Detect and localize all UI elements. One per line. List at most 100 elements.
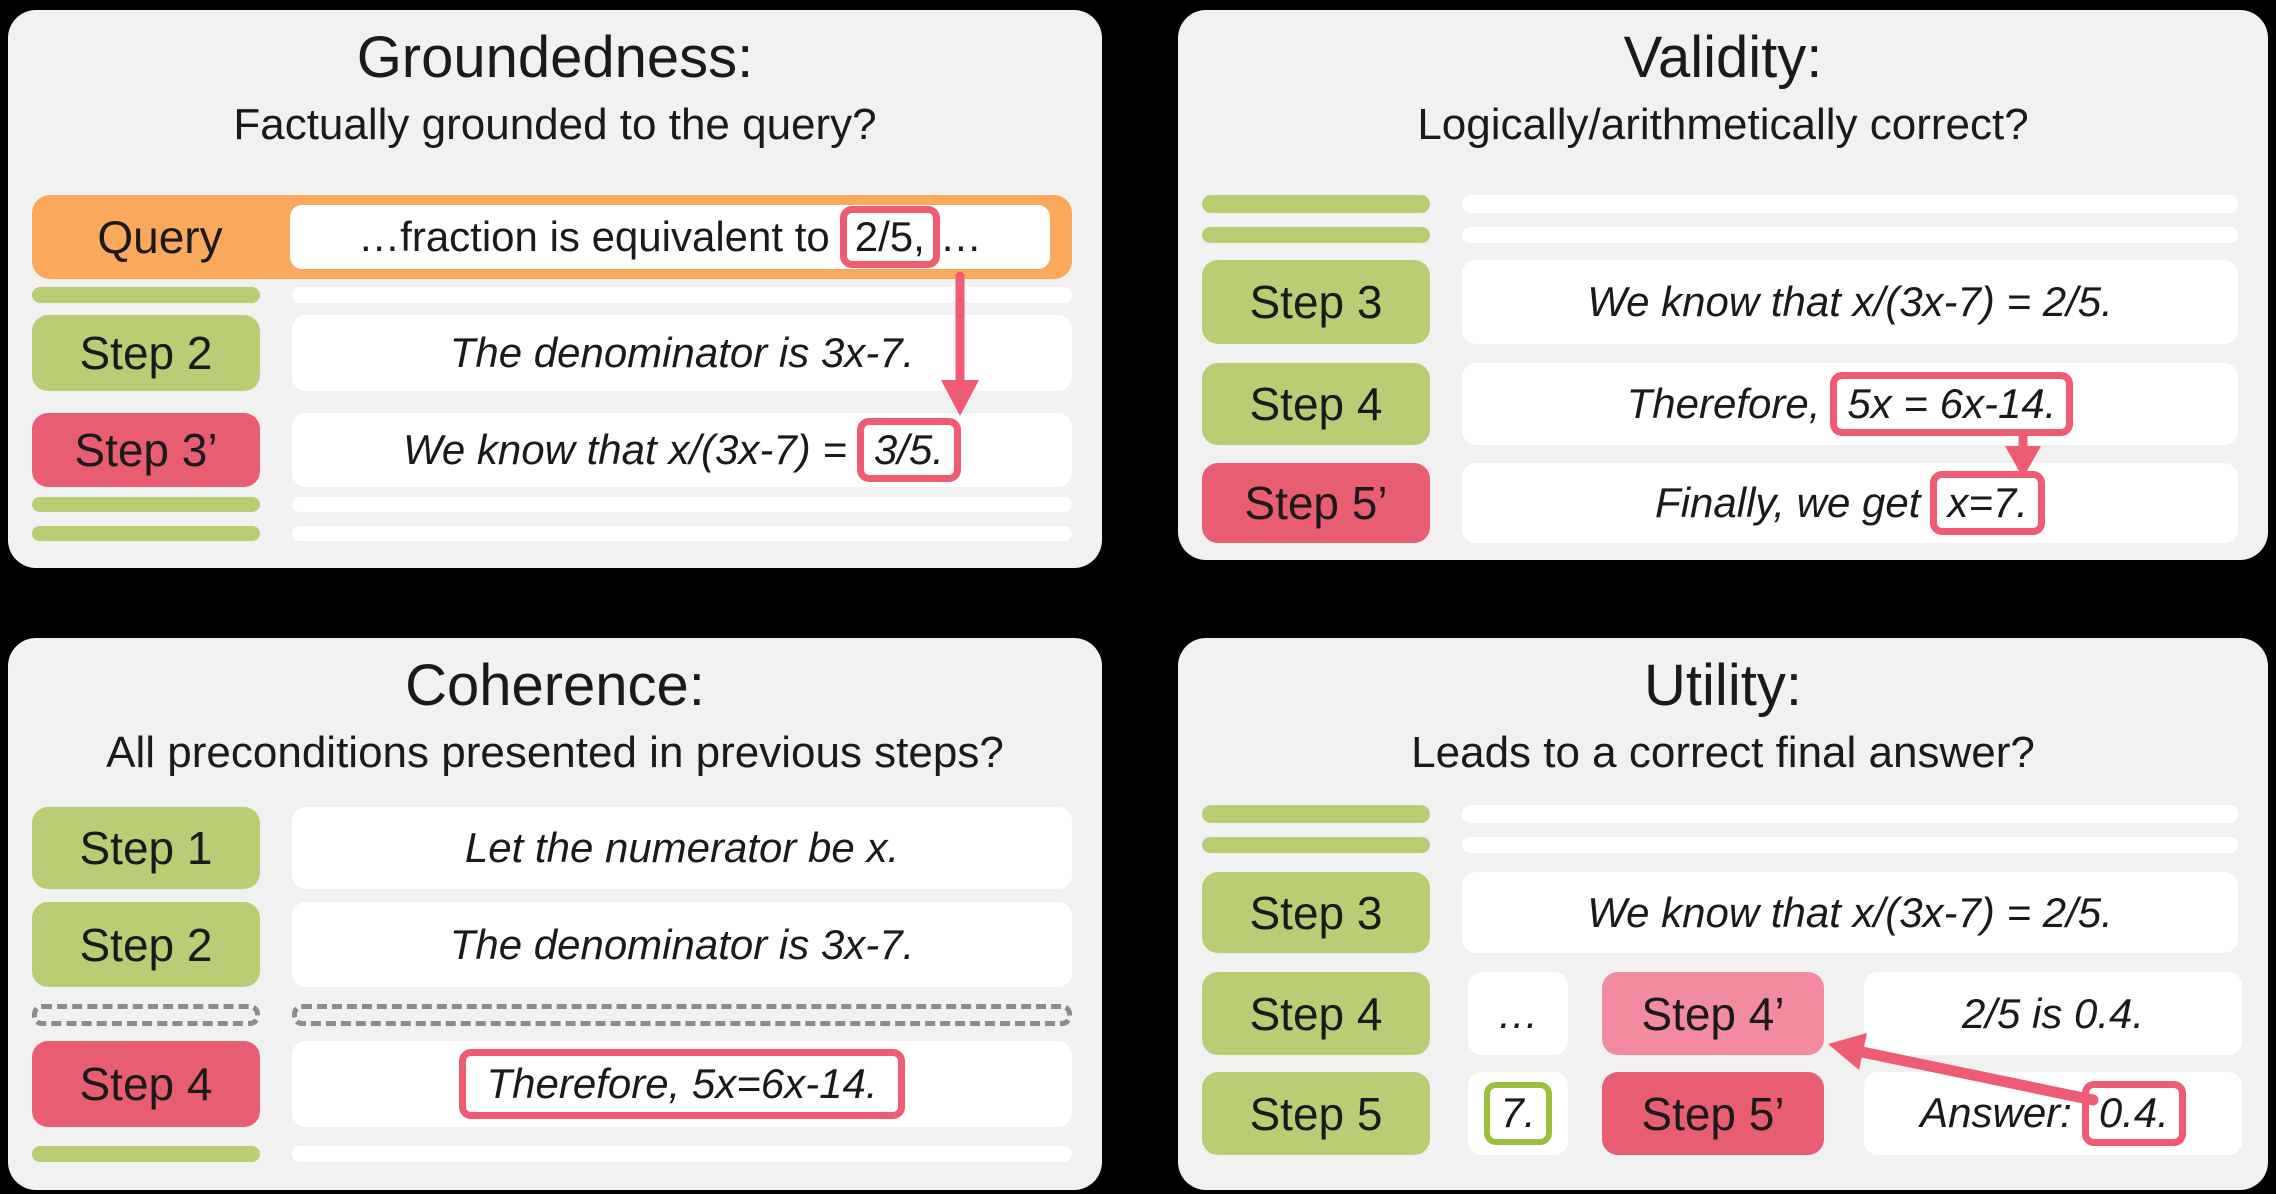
- step3-prime-text: We know that x/(3x-7) = 3/5.: [403, 417, 961, 483]
- step5-prime-label: Step 5’: [1602, 1072, 1824, 1155]
- step2-label: Step 2: [32, 315, 260, 391]
- step5-label: Step 5: [1202, 1072, 1430, 1155]
- skipped-step-bar: [32, 287, 260, 303]
- skipped-step-row: [1178, 195, 2268, 213]
- step2-text-box: The denominator is 3x-7.: [292, 315, 1072, 391]
- skipped-step-bar: [1202, 805, 1430, 823]
- highlight-box-0-4: 0.4.: [2081, 1081, 2186, 1146]
- step2-text: The denominator is 3x-7.: [449, 329, 915, 376]
- step4-text: Therefore, 5x=6x-14.: [459, 1048, 905, 1120]
- skipped-step-bar: [32, 526, 260, 541]
- step5-answer-box: 7.: [1468, 1072, 1568, 1155]
- step3-label: Step 3: [1202, 260, 1430, 344]
- skipped-step-bar: [1202, 837, 1430, 853]
- step2-label: Step 2: [32, 902, 260, 987]
- omitted-step-dashed-box: [32, 1004, 260, 1026]
- query-pill: Query …fraction is equivalent to 2/5,…: [32, 195, 1072, 279]
- panel-utility: Utility: Leads to a correct final answer…: [1178, 638, 2268, 1190]
- coherence-title: Coherence:: [405, 653, 705, 718]
- step4-label: Step 4: [1202, 972, 1430, 1055]
- query-row: Query …fraction is equivalent to 2/5,…: [8, 195, 1102, 279]
- step3-text-box: We know that x/(3x-7) = 2/5.: [1462, 872, 2238, 953]
- highlight-box-therefore: Therefore, 5x=6x-14.: [459, 1048, 905, 1120]
- step2-text: The denominator is 3x-7.: [449, 920, 915, 968]
- groundedness-title: Groundedness:: [356, 25, 754, 90]
- step5-prime-label: Step 5’: [1202, 463, 1430, 543]
- query-text-box: …fraction is equivalent to 2/5,…: [290, 205, 1050, 269]
- omitted-step-placeholder-row: [8, 1004, 1102, 1026]
- step3-prime-text-box: We know that x/(3x-7) = 3/5.: [292, 413, 1072, 487]
- step-row-4: Step 4 Therefore, 5x=6x-14.: [8, 1041, 1102, 1127]
- skipped-step-bar: [1202, 195, 1430, 213]
- omitted-text-dashed-box: [292, 1004, 1072, 1026]
- step4-label: Step 4: [32, 1041, 260, 1127]
- step2-text-box: The denominator is 3x-7.: [292, 902, 1072, 987]
- validity-subtitle: Logically/arithmetically correct?: [1417, 100, 2029, 149]
- step4-prime-text-box: 2/5 is 0.4.: [1864, 972, 2242, 1055]
- groundedness-subtitle: Factually grounded to the query?: [233, 100, 877, 149]
- skipped-text-bar: [1462, 195, 2238, 213]
- utility-subtitle: Leads to a correct final answer?: [1411, 728, 2035, 777]
- step4-prime-label: Step 4’: [1602, 972, 1824, 1055]
- step3-text: We know that x/(3x-7) = 2/5.: [1587, 278, 2113, 325]
- step-row-3: Step 3 We know that x/(3x-7) = 2/5.: [1178, 260, 2268, 344]
- skipped-step-bar: [32, 497, 260, 512]
- utility-title: Utility:: [1644, 653, 1802, 718]
- skipped-step-row: [8, 497, 1102, 512]
- panel-groundedness: Groundedness: Factually grounded to the …: [8, 10, 1102, 568]
- highlight-box-5x-6x-14: 5x = 6x-14.: [1830, 371, 2074, 437]
- step4-text-box: Therefore, 5x=6x-14.: [292, 1041, 1072, 1127]
- step3-prime-label: Step 3’: [32, 413, 260, 487]
- skipped-step-row: [1178, 227, 2268, 243]
- step-row-4: Step 4 Therefore, 5x = 6x-14.: [1178, 363, 2268, 445]
- skipped-step-row: [8, 1146, 1102, 1162]
- skipped-text-bar: [292, 497, 1072, 512]
- skipped-step-row: [1178, 837, 2268, 853]
- step4-label: Step 4: [1202, 363, 1430, 445]
- skipped-step-row: [8, 287, 1102, 303]
- step1-label: Step 1: [32, 807, 260, 889]
- coherence-subtitle: All preconditions presented in previous …: [106, 728, 1004, 777]
- step5-prime-text: Finally, we get x=7.: [1655, 470, 2045, 536]
- skipped-text-bar: [292, 1146, 1072, 1162]
- step-row-2: Step 2 The denominator is 3x-7.: [8, 315, 1102, 391]
- skipped-step-bar: [1202, 227, 1430, 243]
- skipped-text-bar: [292, 287, 1072, 303]
- step5-prime-text-box: Answer: 0.4.: [1864, 1072, 2242, 1155]
- step3-text-box: We know that x/(3x-7) = 2/5.: [1462, 260, 2238, 344]
- step-row-3-prime: Step 3’ We know that x/(3x-7) = 3/5.: [8, 413, 1102, 487]
- skipped-step-bar: [32, 1146, 260, 1162]
- step3-label: Step 3: [1202, 872, 1430, 953]
- step-row-5-prime: Step 5’ Finally, we get x=7.: [1178, 463, 2268, 543]
- skipped-step-row: [1178, 805, 2268, 823]
- step4-text: Therefore, 5x = 6x-14.: [1627, 371, 2074, 437]
- highlight-box-x-7: x=7.: [1930, 470, 2045, 536]
- highlight-box-3-5: 3/5.: [856, 417, 961, 483]
- step5-prime-text-box: Finally, we get x=7.: [1462, 463, 2238, 543]
- skipped-step-row: [8, 526, 1102, 541]
- skipped-text-bar: [1462, 837, 2238, 853]
- step-row-4: Step 4 … Step 4’ 2/5 is 0.4.: [1178, 972, 2268, 1055]
- step-row-3: Step 3 We know that x/(3x-7) = 2/5.: [1178, 872, 2268, 953]
- step1-text: Let the numerator be x.: [464, 824, 900, 871]
- panel-validity: Validity: Logically/arithmetically corre…: [1178, 10, 2268, 560]
- step1-text-box: Let the numerator be x.: [292, 807, 1072, 889]
- step-row-5: Step 5 7. Step 5’ Answer: 0.4.: [1178, 1072, 2268, 1155]
- correct-answer-7-box: 7.: [1484, 1082, 1552, 1145]
- skipped-text-bar: [1462, 227, 2238, 243]
- step4-text-box: Therefore, 5x = 6x-14.: [1462, 363, 2238, 445]
- step-row-1: Step 1 Let the numerator be x.: [8, 807, 1102, 889]
- step4-ellipsis-box: …: [1468, 972, 1568, 1055]
- step4-prime-text: 2/5 is 0.4.: [1961, 989, 2145, 1037]
- step5-prime-text: Answer: 0.4.: [1920, 1081, 2186, 1146]
- step-row-2: Step 2 The denominator is 3x-7.: [8, 902, 1102, 987]
- step4-ellipsis: …: [1497, 989, 1539, 1037]
- query-label: Query: [97, 211, 223, 263]
- highlight-box-2-5-comma: 2/5,: [839, 205, 940, 269]
- step3-text: We know that x/(3x-7) = 2/5.: [1587, 888, 2113, 936]
- skipped-text-bar: [1462, 805, 2238, 823]
- panel-coherence: Coherence: All preconditions presented i…: [8, 638, 1102, 1190]
- skipped-text-bar: [292, 526, 1072, 541]
- validity-title: Validity:: [1623, 25, 1823, 90]
